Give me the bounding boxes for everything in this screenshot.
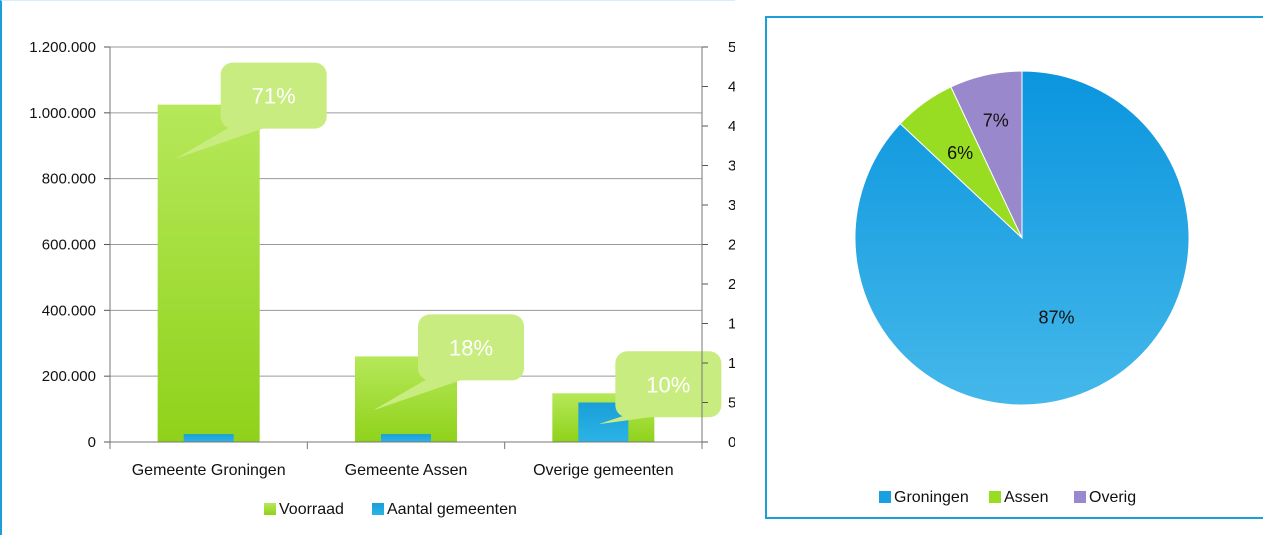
callout-bubble: 71% (175, 62, 327, 159)
right-tick-label: 50 (728, 39, 735, 56)
callout-box (418, 314, 524, 381)
callout-bubble: 10% (598, 351, 722, 425)
left-tick-label: 600.000 (42, 237, 96, 254)
right-tick-label: 5 (728, 395, 735, 412)
callout-pointer (598, 415, 664, 425)
legend-label: Groningen (894, 489, 969, 506)
callout-label: 18% (449, 335, 493, 360)
callout-box (615, 351, 722, 418)
bar-voorraad (157, 104, 260, 443)
pie-slice-overig (950, 70, 1023, 239)
legend-swatch (879, 491, 891, 503)
callout-bubble: 18% (373, 314, 524, 411)
right-tick-label: 40 (728, 118, 735, 135)
pie-slices (854, 70, 1190, 406)
right-tick-label: 30 (728, 197, 735, 214)
pie-slice-label: 6% (947, 143, 973, 163)
right-tick-label: 35 (728, 158, 735, 175)
legend-swatch (1074, 491, 1086, 503)
left-tick-label: 200.000 (42, 368, 96, 385)
legend-label: Overig (1089, 489, 1136, 506)
bar-chart: 71% 18% 10% 0 200.000 400.000 600.000 800.000 1… (29, 39, 744, 518)
callout-pointer (373, 378, 466, 411)
legend-label: Aantal gemeenten (387, 501, 517, 518)
category-label: Overige gemeenten (533, 462, 674, 479)
pie-slice-label: 7% (983, 111, 1009, 131)
category-label: Gemeente Groningen (132, 462, 286, 479)
left-tick-label: 1.000.000 (29, 105, 96, 122)
pie-chart: 87% 6% 7% Groningen Assen Overig (854, 70, 1190, 506)
legend-swatch (372, 503, 384, 515)
right-tick-label: 15 (728, 316, 735, 333)
left-tick-label: 1.200.000 (29, 39, 96, 56)
bars (157, 104, 655, 443)
pie-labels: 87% 6% 7% (947, 111, 1074, 328)
right-tick-label: 20 (728, 276, 735, 293)
category-label: Gemeente Assen (345, 462, 468, 479)
legend-swatch (989, 491, 1001, 503)
right-tick-label: 25 (728, 237, 735, 254)
left-tick-label: 0 (88, 434, 96, 451)
pie-slice-label: 87% (1038, 308, 1074, 328)
legend-label: Voorraad (279, 501, 344, 518)
pie-chart-panel: 87% 6% 7% Groningen Assen Overig (765, 16, 1263, 519)
bar-legend: Voorraad Aantal gemeenten (264, 501, 517, 518)
right-tick-label: 0 (728, 434, 735, 451)
bar-chart-panel: 71% 18% 10% 0 200.000 400.000 600.000 800.000 1… (0, 0, 745, 535)
callout-box (220, 62, 327, 129)
callout-pointer (175, 126, 269, 159)
bar-aantal-gemeenten (183, 434, 234, 442)
legend-swatch (264, 503, 276, 515)
left-tick-label: 800.000 (42, 171, 96, 188)
right-tick-label: 10 (728, 355, 735, 372)
pie-legend: Groningen Assen Overig (879, 489, 1136, 506)
callout-label: 71% (252, 84, 296, 109)
callout-label: 10% (646, 372, 690, 397)
callouts: 71% 18% 10% (175, 62, 722, 425)
right-tick-label: 45 (728, 79, 735, 96)
legend-label: Assen (1004, 489, 1048, 506)
left-tick-label: 400.000 (42, 302, 96, 319)
bar-aantal-gemeenten (381, 434, 431, 442)
